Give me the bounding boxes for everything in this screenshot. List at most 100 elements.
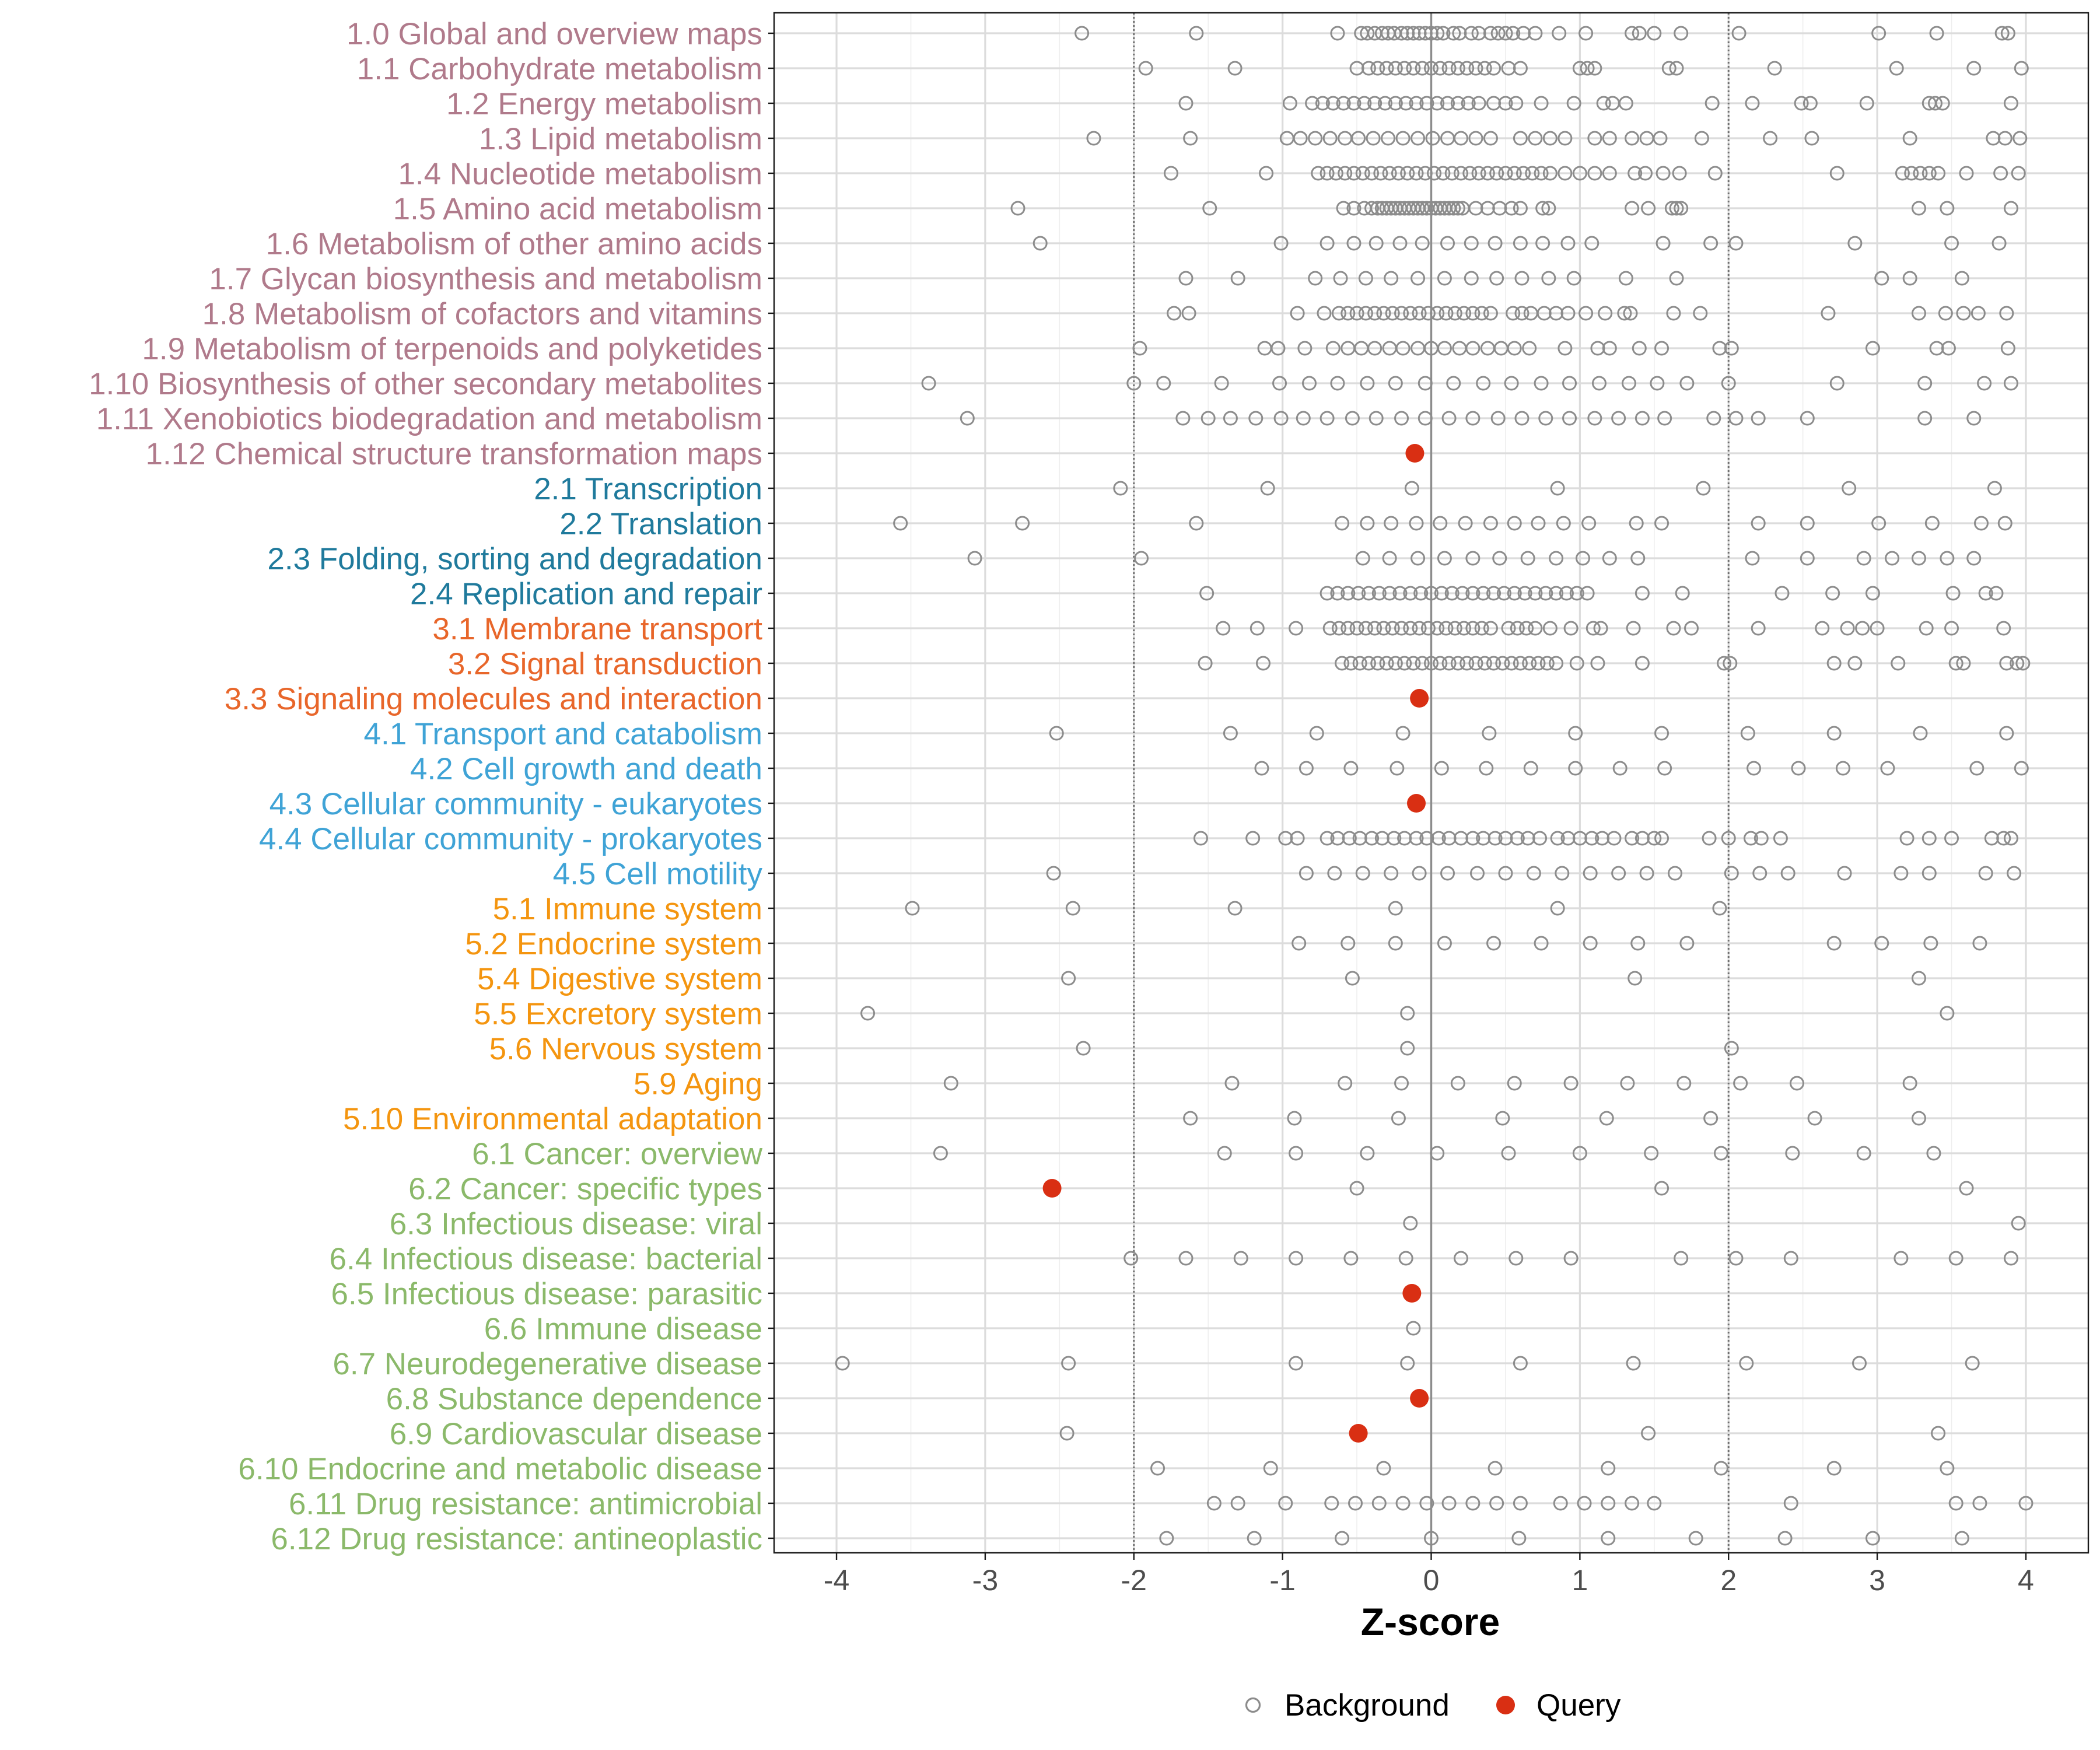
background-point — [1388, 96, 1403, 111]
background-point — [1514, 271, 1530, 286]
background-point — [1927, 96, 1943, 111]
background-point — [1320, 411, 1335, 426]
background-point — [1367, 621, 1382, 636]
background-point — [1450, 201, 1465, 216]
background-point — [1233, 1251, 1248, 1266]
background-point — [1376, 621, 1391, 636]
background-point — [1694, 131, 1709, 146]
background-point — [1669, 61, 1684, 76]
background-point — [1483, 516, 1498, 531]
background-point — [1496, 586, 1511, 601]
background-point — [1984, 831, 1999, 846]
background-point — [1320, 586, 1335, 601]
background-point — [1468, 201, 1483, 216]
background-point — [1465, 621, 1480, 636]
background-point — [1625, 26, 1640, 41]
background-point — [1611, 411, 1626, 426]
background-point — [1986, 131, 2001, 146]
background-point — [1464, 271, 1479, 286]
background-point — [1880, 761, 1895, 776]
background-point — [1343, 656, 1359, 671]
background-point — [1437, 551, 1452, 566]
background-point — [1654, 1181, 1670, 1196]
background-point — [1206, 1496, 1222, 1511]
background-point — [1340, 936, 1356, 951]
background-point — [1535, 201, 1550, 216]
background-point — [1587, 61, 1602, 76]
background-point — [1444, 166, 1460, 181]
background-point — [1450, 61, 1465, 76]
background-point — [1731, 26, 1746, 41]
background-point — [1865, 341, 1880, 356]
background-point — [1387, 831, 1402, 846]
background-point — [1290, 306, 1305, 321]
background-point — [1424, 656, 1438, 671]
background-point — [1598, 306, 1613, 321]
background-point — [1650, 376, 1665, 391]
background-point — [1430, 96, 1445, 111]
background-point — [1625, 201, 1640, 216]
background-point — [1320, 236, 1335, 251]
background-point — [1940, 1006, 1955, 1021]
background-point — [1322, 131, 1338, 146]
y-tick-label: 1.0 Global and overview maps — [346, 17, 762, 51]
background-point — [1395, 131, 1410, 146]
background-point — [1458, 516, 1473, 531]
background-point — [1977, 376, 1992, 391]
background-point — [1360, 516, 1375, 531]
background-point — [1535, 236, 1550, 251]
background-point — [1224, 1076, 1240, 1091]
background-point — [1453, 131, 1468, 146]
background-point — [1560, 306, 1576, 321]
y-tick-label: 4.2 Cell growth and death — [410, 752, 762, 786]
background-point — [1531, 516, 1546, 531]
background-point — [1657, 411, 1672, 426]
background-point — [1132, 341, 1147, 356]
background-point — [1969, 761, 1985, 776]
background-point — [1739, 1356, 1754, 1371]
background-point — [1440, 236, 1455, 251]
background-point — [1654, 341, 1670, 356]
background-point — [1563, 1076, 1578, 1091]
background-point — [1508, 96, 1524, 111]
background-point — [1441, 1496, 1457, 1511]
legend-background-label: Background — [1284, 1688, 1450, 1723]
background-point — [1315, 96, 1330, 111]
background-point — [1345, 971, 1360, 986]
background-point — [1871, 516, 1887, 531]
background-point — [1773, 831, 1788, 846]
background-point — [1418, 411, 1433, 426]
background-point — [1202, 201, 1217, 216]
background-point — [1774, 586, 1790, 601]
background-point — [1911, 1111, 1926, 1126]
background-point — [1483, 26, 1498, 41]
background-point — [1506, 26, 1521, 41]
background-point — [1504, 656, 1519, 671]
background-point — [1358, 306, 1373, 321]
reference-lines — [1133, 13, 1730, 1553]
background-point — [1584, 236, 1600, 251]
background-point — [1520, 551, 1535, 566]
query-point — [1349, 1424, 1368, 1443]
background-point — [1424, 1531, 1438, 1546]
background-point — [1446, 201, 1461, 216]
background-point — [1894, 1251, 1909, 1266]
background-point — [1954, 271, 1969, 286]
background-point — [1418, 166, 1433, 181]
legend-query-marker — [1496, 1696, 1515, 1714]
background-point — [1395, 341, 1410, 356]
query-point — [1410, 1389, 1429, 1408]
background-point — [1325, 96, 1340, 111]
background-point — [2003, 201, 2018, 216]
background-point — [1178, 1251, 1194, 1266]
background-point — [1163, 166, 1178, 181]
background-point — [1358, 271, 1373, 286]
background-point — [1272, 376, 1287, 391]
background-point — [1259, 166, 1274, 181]
background-point — [1669, 271, 1684, 286]
background-point — [1965, 1356, 1980, 1371]
y-tick-label: 1.4 Nucleotide metabolism — [398, 157, 762, 191]
background-point — [1223, 726, 1238, 741]
background-point — [1357, 96, 1372, 111]
background-point — [1728, 236, 1744, 251]
